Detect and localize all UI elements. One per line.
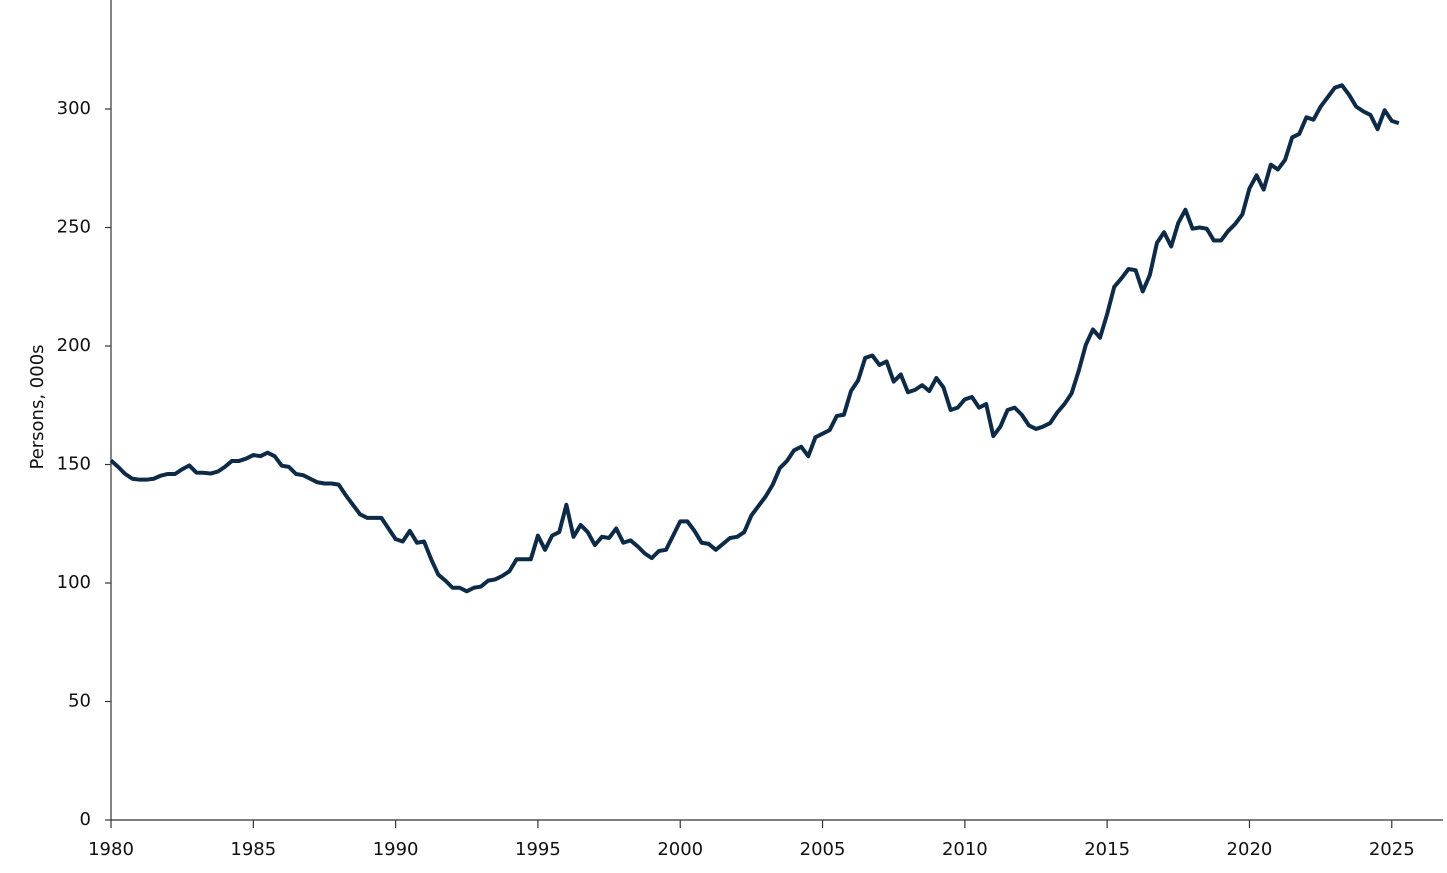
y-tick-label: 100 xyxy=(57,572,91,593)
y-tick-label: 0 xyxy=(80,809,91,830)
x-tick-label: 2015 xyxy=(1084,839,1130,860)
data-line xyxy=(109,83,1400,594)
x-tick-label: 2025 xyxy=(1369,839,1415,860)
x-tick-label: 1985 xyxy=(230,839,276,860)
x-tick-label: 2010 xyxy=(942,839,988,860)
y-tick-label: 150 xyxy=(57,454,91,475)
x-tick-label: 1990 xyxy=(373,839,419,860)
y-tick-label: 200 xyxy=(57,335,91,356)
x-tick-label: 2020 xyxy=(1227,839,1273,860)
y-tick-label: 50 xyxy=(68,691,91,712)
y-tick-label: 300 xyxy=(57,98,91,119)
x-tick-label: 1980 xyxy=(88,839,134,860)
x-tick-label: 2005 xyxy=(800,839,846,860)
y-axis-label: Persons, 000s xyxy=(27,344,48,469)
x-tick-label: 2000 xyxy=(657,839,703,860)
x-tick-label: 1995 xyxy=(515,839,561,860)
y-tick-label: 250 xyxy=(57,217,91,238)
